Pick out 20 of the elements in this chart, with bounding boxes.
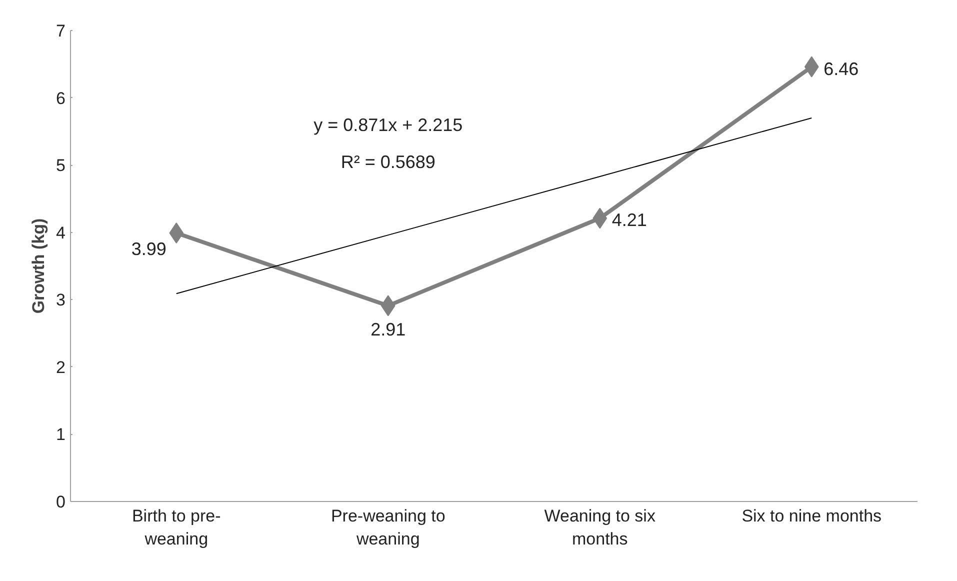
- y-tick-label: 0: [56, 492, 66, 512]
- y-axis-title: Growth (kg): [29, 218, 48, 314]
- y-tick-label: 6: [56, 88, 66, 108]
- x-tick-label: Pre-weaning to weaning: [330, 506, 446, 548]
- x-tick-label: Six to nine months: [742, 506, 882, 526]
- line-series: [176, 117, 812, 294]
- data-label: 3.99: [131, 239, 166, 260]
- y-tick-label: 4: [56, 223, 66, 242]
- y-tick-label: 2: [56, 358, 66, 377]
- y-tick-label: 3: [56, 290, 66, 310]
- x-tick-label: Birth to pre-weaning: [132, 506, 221, 548]
- x-tick-label: Weaning to six months: [544, 506, 656, 548]
- y-tick-label: 7: [56, 22, 66, 40]
- annotation: R² = 0.5689: [340, 152, 436, 172]
- y-tick-label: 1: [56, 425, 66, 444]
- data-label: 6.46: [824, 58, 859, 79]
- data-label: 4.21: [612, 210, 647, 230]
- annotation: y = 0.871x + 2.215: [314, 114, 463, 135]
- data-label: 2.91: [370, 320, 406, 340]
- y-tick-label: 5: [56, 156, 66, 176]
